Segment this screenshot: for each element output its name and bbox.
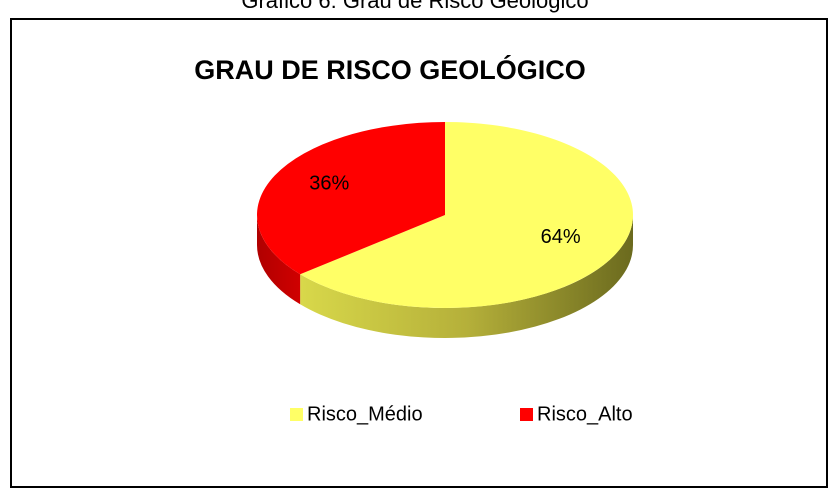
legend-swatch <box>290 408 303 421</box>
slice-side <box>300 215 633 338</box>
legend-swatch <box>520 408 533 421</box>
data-label: 64% <box>541 226 581 248</box>
slice <box>300 122 633 308</box>
slice-side <box>257 215 301 305</box>
chart-border <box>10 18 828 488</box>
legend-label: Risco_Médio <box>307 403 423 425</box>
chart-title: GRAU DE RISCO GEOLÓGICO <box>194 54 586 85</box>
legend-label: Risco_Alto <box>537 403 633 425</box>
slice <box>256 122 445 275</box>
data-label: 36% <box>309 172 349 194</box>
caption: Gráfico 6: Grau de Risco Geológico <box>241 0 588 13</box>
